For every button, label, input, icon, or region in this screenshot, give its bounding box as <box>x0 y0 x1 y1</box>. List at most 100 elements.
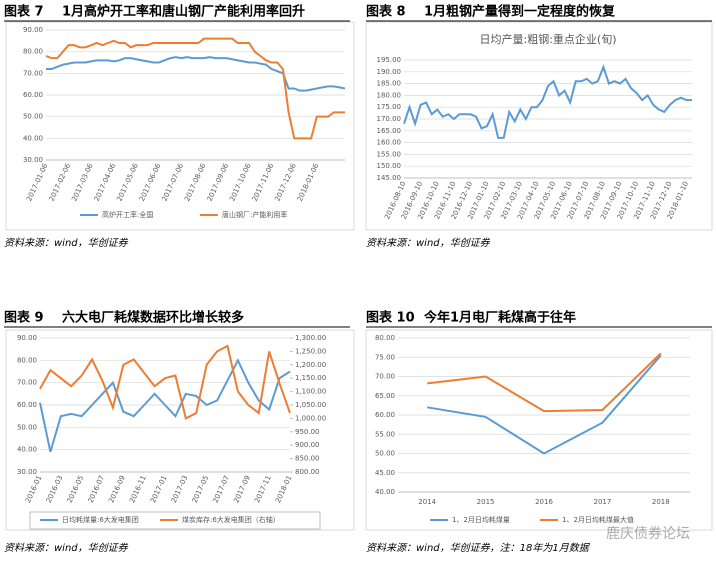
x-tick-label: 2017-12-06 <box>273 162 298 203</box>
y-tick-label: 180.00 <box>377 91 402 99</box>
y2-tick-label: 1,300.00 <box>295 334 326 342</box>
source-note: 资料来源：wind，华创证券 <box>4 542 129 554</box>
chart-frame <box>5 21 355 231</box>
x-tick-label: 2017-07-06 <box>161 162 186 203</box>
series-line <box>45 37 345 140</box>
y-tick-label: 50.00 <box>17 423 37 431</box>
x-tick-label: 2017-03 <box>170 474 190 504</box>
figure-title: 今年1月电厂耗煤高于往年 <box>423 310 576 326</box>
y-tick-label: 60.00 <box>23 91 43 99</box>
y2-tick-label: 1,250.00 <box>295 347 326 355</box>
x-tick-label: 2017-08-06 <box>183 162 208 203</box>
y-tick-label: 55.00 <box>375 430 395 438</box>
x-tick-label: 2015 <box>477 498 495 506</box>
x-tick-label: 2017-01 <box>149 474 169 504</box>
x-tick-label: 2016-11 <box>128 474 148 504</box>
y-tick-label: 30.00 <box>23 156 43 164</box>
y-tick-label: 145.00 <box>377 174 402 182</box>
x-tick-label: 2016-01 <box>24 474 44 504</box>
y2-tick-label: 900.00 <box>295 441 320 449</box>
y-tick-label: 185.00 <box>377 80 402 88</box>
y-tick-label: 90.00 <box>17 334 37 342</box>
figure-label: 图表 10 <box>366 310 415 326</box>
x-tick-label: 2017-01-06 <box>25 162 50 203</box>
y-tick-label: 40.00 <box>23 134 43 142</box>
y2-tick-label: 800.00 <box>295 468 320 476</box>
legend-label: 唐山钢厂:产能利用率 <box>222 210 287 219</box>
y2-tick-label: 1,150.00 <box>295 374 326 382</box>
x-tick-label: 2018-01-06 <box>296 162 321 203</box>
legend-label: 煤炭库存:6大发电集团（右轴） <box>182 515 280 524</box>
x-tick-label: 2017-09 <box>232 474 252 504</box>
y-tick-label: 170.00 <box>377 115 402 123</box>
y-tick-label: 190.00 <box>377 68 402 76</box>
legend-label: 1、2月日均耗煤量 <box>452 515 510 524</box>
y-tick-label: 40.00 <box>17 446 37 454</box>
x-tick-label: 2018 <box>652 498 670 506</box>
legend-label: 1、2月日均耗煤最大值 <box>562 515 634 524</box>
y-tick-label: 75.00 <box>375 353 395 361</box>
x-tick-label: 2014 <box>418 498 436 506</box>
y-tick-label: 60.00 <box>375 411 395 419</box>
y-tick-label: 155.00 <box>377 150 402 158</box>
x-tick-label: 2016-03 <box>45 474 65 504</box>
x-tick-label: 2017-09-06 <box>206 162 231 203</box>
y-tick-label: 50.00 <box>375 450 395 458</box>
y-tick-label: 30.00 <box>17 468 37 476</box>
y-tick-label: 150.00 <box>377 162 402 170</box>
figure-title: 1月高炉开工率和唐山钢厂产能利用率回升 <box>62 4 305 20</box>
series-line <box>427 352 662 413</box>
x-tick-label: 2017 <box>593 498 611 506</box>
y-tick-label: 60.00 <box>17 401 37 409</box>
series-line <box>39 358 291 453</box>
x-tick-label: 2017-07 <box>212 474 232 504</box>
x-tick-label: 2017-06-06 <box>138 162 163 203</box>
y-tick-label: 160.00 <box>377 139 402 147</box>
source-note: 资料来源：wind，华创证券，注：18年为1月数据 <box>366 542 591 554</box>
source-note: 资料来源：wind，华创证券 <box>366 237 491 249</box>
x-tick-label: 2017-05 <box>191 474 211 504</box>
y-tick-label: 80.00 <box>23 48 43 56</box>
y-tick-label: 175.00 <box>377 103 402 111</box>
legend-label: 高炉开工率:全国 <box>102 210 153 219</box>
series-line <box>427 354 662 455</box>
chart-frame <box>365 329 713 531</box>
y2-tick-label: 950.00 <box>295 428 320 436</box>
chart-frame <box>365 21 713 231</box>
x-tick-label: 2016-09 <box>107 474 127 504</box>
series-line <box>403 64 692 139</box>
y-tick-label: 65.00 <box>375 392 395 400</box>
x-tick-label: 2017-04-06 <box>93 162 118 203</box>
y-tick-label: 80.00 <box>375 334 395 342</box>
y-tick-label: 70.00 <box>375 373 395 381</box>
x-tick-label: 2017-10-06 <box>228 162 253 203</box>
x-tick-label: 2017-11 <box>253 474 273 504</box>
y-tick-label: 90.00 <box>23 26 43 34</box>
x-tick-label: 2017-05-06 <box>115 162 140 203</box>
y-tick-label: 165.00 <box>377 127 402 135</box>
y-tick-label: 50.00 <box>23 113 43 121</box>
y-tick-label: 195.00 <box>377 56 402 64</box>
source-note: 资料来源：wind，华创证券 <box>4 237 129 249</box>
y-tick-label: 70.00 <box>23 69 43 77</box>
x-tick-label: 2016-05 <box>66 474 86 504</box>
legend-box <box>29 511 321 530</box>
x-tick-label: 2017-11-06 <box>251 162 276 203</box>
y2-tick-label: 850.00 <box>295 455 320 463</box>
y2-tick-label: 1,000.00 <box>295 414 326 422</box>
chart-subtitle: 日均产量:粗钢:重点企业(旬) <box>480 32 617 46</box>
x-tick-label: 2018-01 <box>274 474 294 504</box>
series-line <box>39 344 291 420</box>
y-tick-label: 80.00 <box>17 356 37 364</box>
y2-tick-label: 1,050.00 <box>295 401 326 409</box>
chart-frame <box>5 329 355 531</box>
x-tick-label: 2016-07 <box>87 474 107 504</box>
y-tick-label: 40.00 <box>375 488 395 496</box>
y2-tick-label: 1,200.00 <box>295 361 326 369</box>
x-tick-label: 2017-02-06 <box>48 162 73 203</box>
figure-title: 六大电厂耗煤数据环比增长较多 <box>62 310 244 326</box>
x-tick-label: 2017-03-06 <box>70 162 95 203</box>
x-tick-label: 2016 <box>535 498 553 506</box>
figure-label: 图表 8 <box>366 4 406 20</box>
